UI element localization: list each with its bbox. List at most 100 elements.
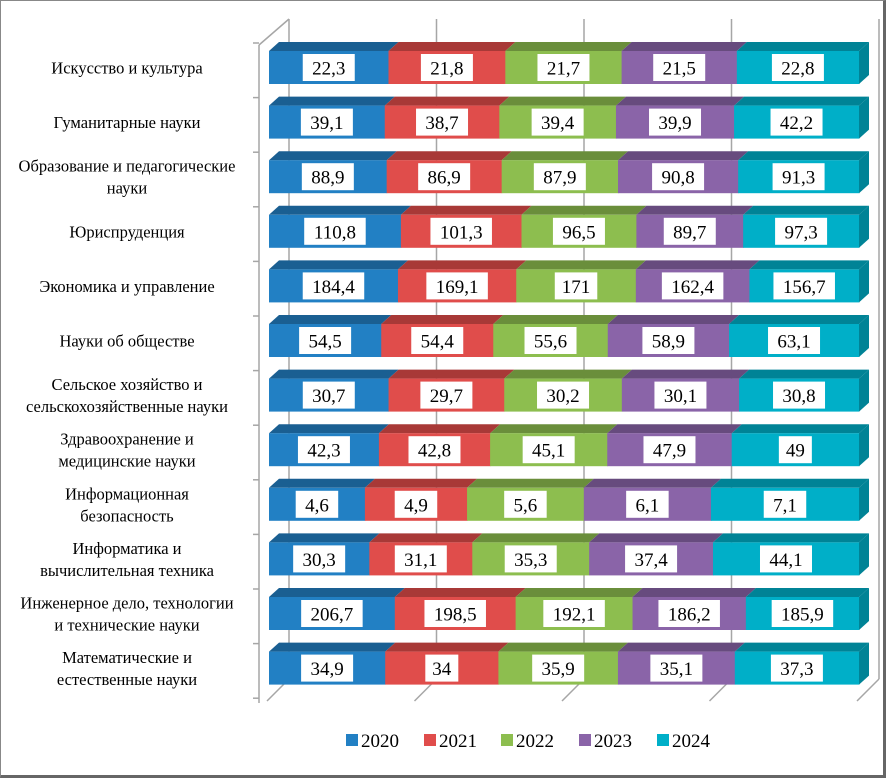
bar-segment-top-2024 [710,478,869,488]
category-label: Информатика и [73,539,182,558]
data-label-box [778,436,812,464]
data-label: 42,2 [780,113,813,134]
bar-segment-top-2022 [501,151,628,161]
data-label: 35,1 [660,659,693,680]
legend-label-2022: 2022 [516,731,554,752]
bar-side [859,151,869,194]
bar-segment-top-2023 [607,424,742,434]
data-label-box [652,163,705,191]
data-label-box [537,54,590,81]
data-label: 58,9 [652,332,685,353]
bar-segment-top-2020 [269,424,389,434]
category-label: Информационная [65,484,189,503]
bar-segment-top-2022 [493,315,618,324]
bar-side [859,96,869,139]
category-label: и технические науки [54,616,199,635]
bar-segment-top-2022 [472,533,600,543]
category-label: Экономика и управление [39,277,214,296]
data-label: 21,7 [547,59,580,80]
bar-segment-top-2024 [729,315,869,324]
bar-row: 54,5 54,4 55,6 58,9 63,1 [269,315,869,357]
data-label: 89,7 [673,222,706,243]
data-label: 86,9 [428,168,461,189]
data-label-box [295,490,339,518]
data-label: 4,9 [404,495,428,516]
category-label: сельскохозяйственные науки [26,397,228,416]
bar-segment-top-2024 [736,42,869,51]
bar-row: 34,9 34 35,9 35,1 37,3 [269,642,869,685]
data-label-box [642,327,695,354]
bar-segment-top-2021 [394,588,526,597]
bar-segment-top-2024 [749,260,869,270]
data-label-box [301,600,363,627]
data-label-box [772,163,825,191]
bar-side [859,424,869,467]
bar-side [859,260,869,303]
data-label-box [537,381,590,409]
data-label-box [543,600,605,627]
data-label: 47,9 [653,441,686,462]
category-label: Здравоохранение и [60,430,194,449]
bar-row: 110,8 101,3 96,5 89,7 97,3 [269,205,869,248]
data-label: 4,6 [305,495,329,516]
bar-row: 30,3 31,1 35,3 37,4 44,1 [269,533,869,576]
legend-swatch-2021 [424,734,436,746]
data-label: 37,4 [634,550,668,571]
data-label-box [411,327,464,354]
bar-segment-top-2023 [589,533,723,543]
category-label: естественные науки [57,670,197,689]
legend-label-2023: 2023 [594,731,632,752]
data-label: 6,1 [636,495,660,516]
bar-segment-top-2023 [617,642,745,652]
data-label-box [425,654,459,682]
bar-segment-top-2020 [269,642,396,652]
data-label-box [625,545,678,573]
data-label: 7,1 [773,495,797,516]
data-label: 22,8 [781,59,814,80]
data-label: 97,3 [784,222,817,243]
bar-segment-top-2024 [734,96,869,106]
data-label: 30,1 [664,386,697,407]
data-label-box [504,490,547,518]
data-label-box [773,381,826,409]
data-label-box [763,490,807,518]
bar-segment-top-2021 [385,642,509,652]
bar-segment-top-2022 [521,205,647,215]
data-label: 39,1 [310,113,343,134]
data-label-box [771,600,834,627]
bar-segment-top-2022 [505,42,632,51]
data-label-box [768,327,821,354]
category-label: Математические и [62,648,192,667]
data-label-box [304,217,366,245]
data-label: 38,7 [425,113,458,134]
bar-segment-top-2022 [498,642,628,652]
data-label-box [299,327,352,354]
bar-segment-top-2020 [269,205,411,215]
data-label-box [522,436,575,464]
data-label: 54,5 [308,332,341,353]
data-label: 54,4 [421,332,455,353]
data-label-box [420,54,473,81]
data-label-box [430,217,492,245]
legend-swatch-2022 [501,734,513,746]
bar-segment-top-2020 [269,588,405,597]
bar-segment-top-2020 [269,369,399,379]
data-label: 42,8 [418,441,451,462]
bar-segment-top-2020 [269,151,397,161]
data-label-box [424,600,486,627]
data-label: 206,7 [311,605,354,626]
bar-segment-top-2021 [386,151,512,161]
bar-segment-top-2024 [731,424,869,434]
data-label-box [661,272,724,300]
legend-label-2020: 2020 [361,731,399,752]
category-label: Сельское хозяйство и [52,375,203,394]
data-label: 91,3 [782,168,815,189]
data-label-box [653,54,706,81]
category-label: медицинские науки [58,452,195,471]
data-label: 34,9 [310,659,343,680]
data-label-box [532,654,585,682]
data-label: 63,1 [777,332,810,353]
data-label-box [418,163,471,191]
data-label: 96,5 [562,222,595,243]
y-axis-top [258,18,290,46]
